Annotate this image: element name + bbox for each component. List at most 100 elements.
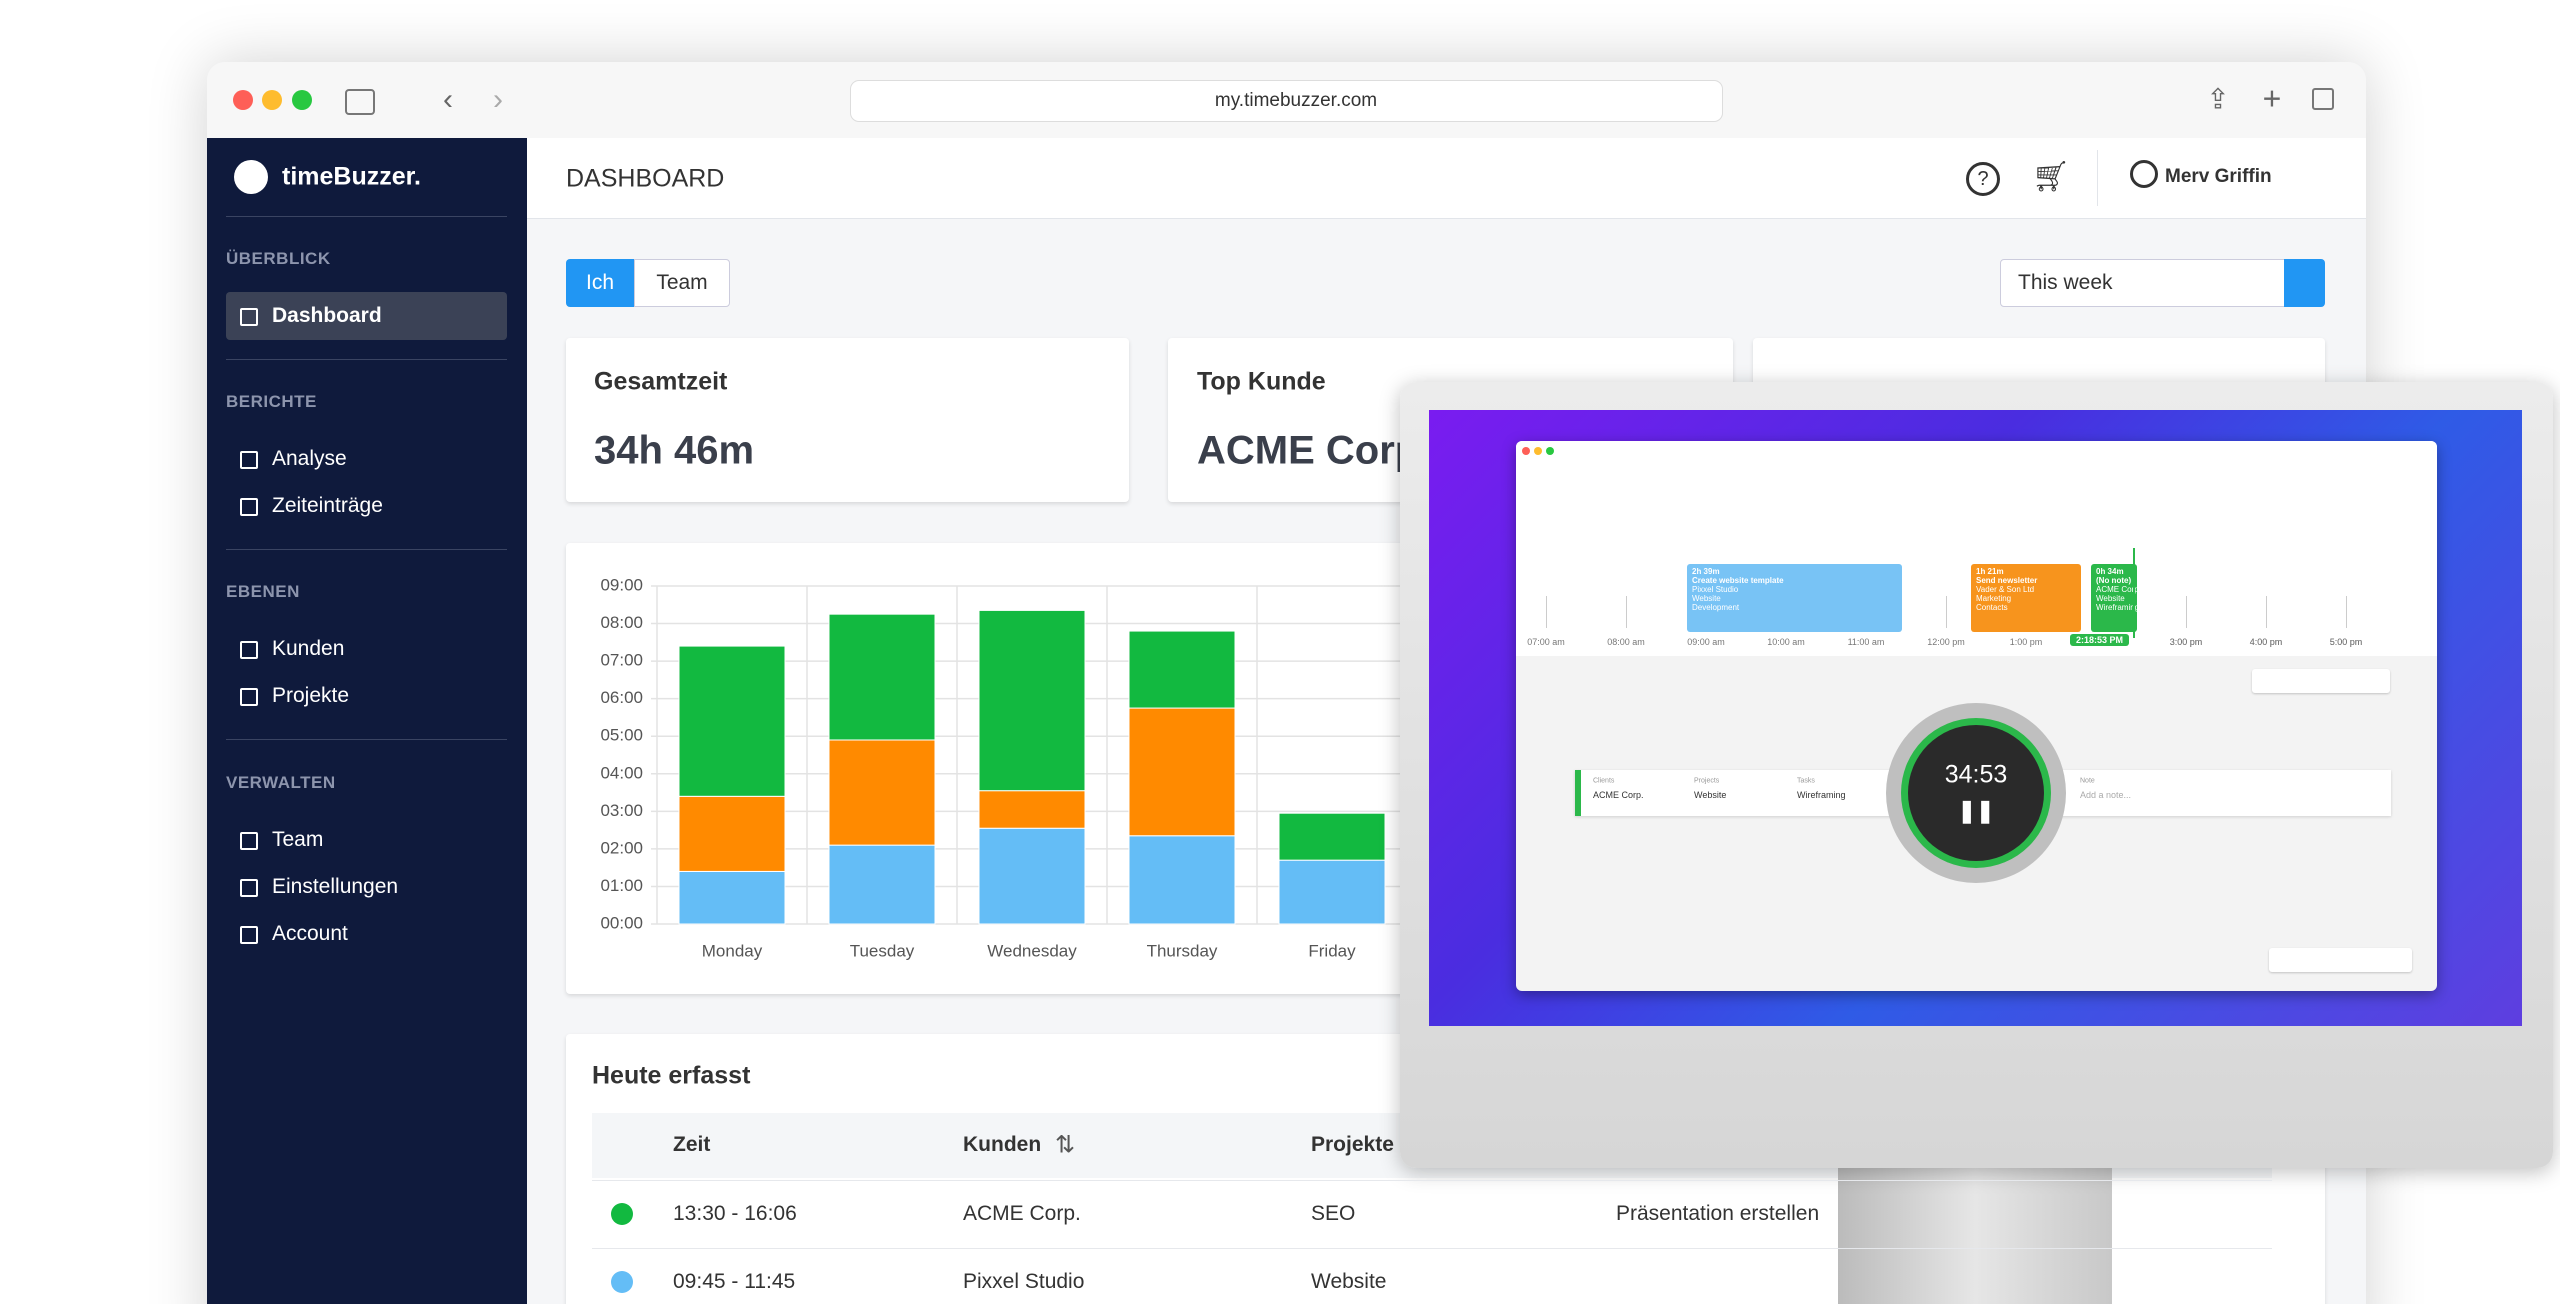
sidebar-toggle[interactable] [345, 89, 375, 115]
event[interactable]: 2h 39m Create website template Pixxel Stud… [1687, 564, 1902, 632]
header [527, 138, 2366, 219]
nav-item[interactable]: Kunden [272, 637, 345, 660]
event-text: Website [1692, 594, 1721, 603]
nav-icon[interactable] [240, 641, 258, 659]
field-label: Note [2080, 777, 2095, 785]
nav-icon[interactable] [240, 688, 258, 706]
nav-icon[interactable] [240, 498, 258, 516]
toggle-me[interactable]: Ich [566, 259, 634, 307]
calendar-button[interactable] [2284, 259, 2325, 307]
nav-icon[interactable] [240, 832, 258, 850]
bar-segment [678, 795, 786, 872]
minimize-button[interactable] [262, 90, 282, 110]
tabs-button[interactable] [2312, 88, 2334, 110]
sort-icon[interactable]: ⇅ [1054, 1131, 1076, 1159]
nav-item[interactable]: Projekte [272, 684, 350, 707]
nav-item[interactable]: Team [272, 828, 324, 851]
close-button[interactable] [233, 90, 253, 110]
event[interactable]: 0h 34m (No note) ACME Corp. Website Wirefram… [2091, 564, 2137, 632]
nav-item[interactable]: Account [272, 922, 348, 945]
active-item-bg [226, 292, 507, 340]
nav-item[interactable]: Einstellungen [272, 875, 399, 898]
bar-segment [1128, 630, 1236, 709]
back-button[interactable]: ‹ [443, 83, 453, 116]
card-value: ACME Corp. [1197, 428, 1431, 473]
app-window-clip [2137, 548, 2437, 638]
table-cell: Präsentation erstellen [1616, 1202, 1820, 1225]
user-icon[interactable] [2130, 160, 2158, 188]
section-title: EBENEN [226, 582, 300, 601]
nav-icon[interactable] [240, 879, 258, 897]
x-tick-label: Thursday [1147, 941, 1218, 960]
minimize-button[interactable] [1534, 447, 1542, 455]
bar-segment [978, 827, 1086, 925]
nav-item[interactable]: Zeiteinträge [272, 494, 383, 517]
timeline-label: 3:00 pm [2169, 637, 2203, 647]
event-text: Send newsletter [1976, 576, 2038, 585]
share-button[interactable]: ⇪ [2206, 83, 2230, 115]
y-tick-label: 06:00 [600, 688, 643, 707]
timeline-tick [1946, 596, 1947, 628]
table-title: Heute erfasst [592, 1061, 751, 1090]
nav-icon[interactable] [240, 308, 258, 326]
section-title: VERWALTEN [226, 773, 336, 792]
pause-button[interactable]: ❚❚ [1957, 798, 1995, 823]
url-bar[interactable] [850, 80, 1723, 122]
timeline-label: 5:00 pm [2329, 637, 2363, 647]
now-label: 2:18:53 PM [2070, 634, 2130, 646]
zoom-button[interactable] [1546, 447, 1554, 455]
event-text: ACME Corp. [2096, 585, 2137, 594]
timer: 34:53 [1944, 760, 2008, 789]
help-icon[interactable]: ? [1966, 162, 2000, 196]
status-dot [611, 1203, 633, 1225]
card-label: Gesamtzeit [594, 367, 728, 396]
now-marker [2133, 548, 2135, 638]
nav-icon[interactable] [240, 926, 258, 944]
nav-item[interactable]: Analyse [272, 447, 347, 470]
bar-segment [978, 609, 1086, 792]
nav-item[interactable]: Dashboard [272, 304, 382, 327]
new-tab-button[interactable]: + [2262, 80, 2282, 117]
x-tick-label: Friday [1308, 941, 1356, 960]
zoom-button[interactable] [292, 90, 312, 110]
timeline-label: 1:00 pm [2009, 637, 2043, 647]
timeline-label: 07:00 am [1527, 637, 1565, 647]
imac-stand [1838, 1160, 2112, 1304]
event-text: Create website template [1692, 576, 1784, 585]
table-cell: SEO [1311, 1202, 1356, 1225]
event-text: Development [1692, 603, 1740, 612]
table-cell: Pixxel Studio [963, 1270, 1085, 1293]
nav-icon[interactable] [240, 451, 258, 469]
forward-button[interactable]: › [493, 83, 503, 116]
status-dot [611, 1271, 633, 1293]
timeline-label: 09:00 am [1687, 637, 1725, 647]
bar-segment [828, 844, 936, 925]
user-name[interactable]: Merv Griffin [2165, 166, 2272, 187]
divider [226, 216, 507, 217]
toggle-team[interactable]: Team [634, 259, 730, 307]
x-tick-label: Tuesday [850, 941, 915, 960]
row-divider [592, 1248, 2272, 1249]
timeline-label: 12:00 pm [1927, 637, 1965, 647]
row-divider [592, 1180, 2272, 1181]
field-value[interactable]: Website [1694, 790, 1727, 800]
event-text: Contacts [1976, 603, 2008, 612]
column-header: Zeit [673, 1133, 711, 1156]
close-button[interactable] [1522, 447, 1530, 455]
column-header[interactable]: Kunden [963, 1133, 1042, 1156]
card [566, 338, 1129, 502]
page-title: DASHBOARD [566, 164, 725, 193]
bar-segment [1278, 859, 1386, 925]
field-value[interactable]: Wireframing [1797, 790, 1846, 800]
timer-face [1908, 725, 2044, 861]
section-title: BERICHTE [226, 392, 317, 411]
range-input[interactable] [2000, 259, 2286, 307]
entry-color [1575, 770, 1581, 816]
field-value[interactable]: ACME Corp. [1593, 790, 1644, 800]
cart-icon[interactable]: 🛒︎ [2031, 160, 2071, 194]
column-header[interactable]: Projekte [1311, 1133, 1394, 1156]
field-value[interactable]: Add a note... [2080, 790, 2132, 800]
event[interactable]: 1h 21m Send newsletter Vader & Son Ltd Mark… [1971, 564, 2081, 632]
divider [2097, 150, 2098, 206]
timeline-label: 3:00 pm [2169, 637, 2203, 647]
